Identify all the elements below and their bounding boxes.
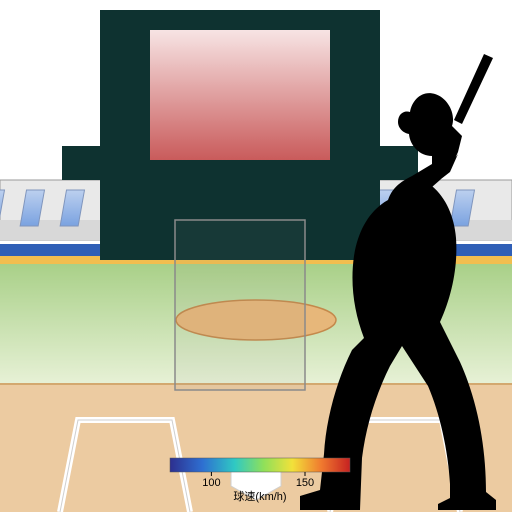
pitch-location-diagram: 100 150 球速(km/h) [0, 0, 512, 512]
scoreboard-wing-right [380, 146, 418, 180]
velocity-label: 球速(km/h) [233, 489, 286, 503]
strike-zone [175, 220, 305, 390]
scene-svg: 100 150 球速(km/h) [0, 0, 512, 512]
scoreboard-screen [150, 30, 330, 160]
scoreboard-wing-left [62, 146, 100, 180]
velocity-colorbar [170, 458, 350, 472]
velocity-tick-label: 150 [296, 477, 314, 489]
velocity-tick-label: 100 [202, 477, 220, 489]
